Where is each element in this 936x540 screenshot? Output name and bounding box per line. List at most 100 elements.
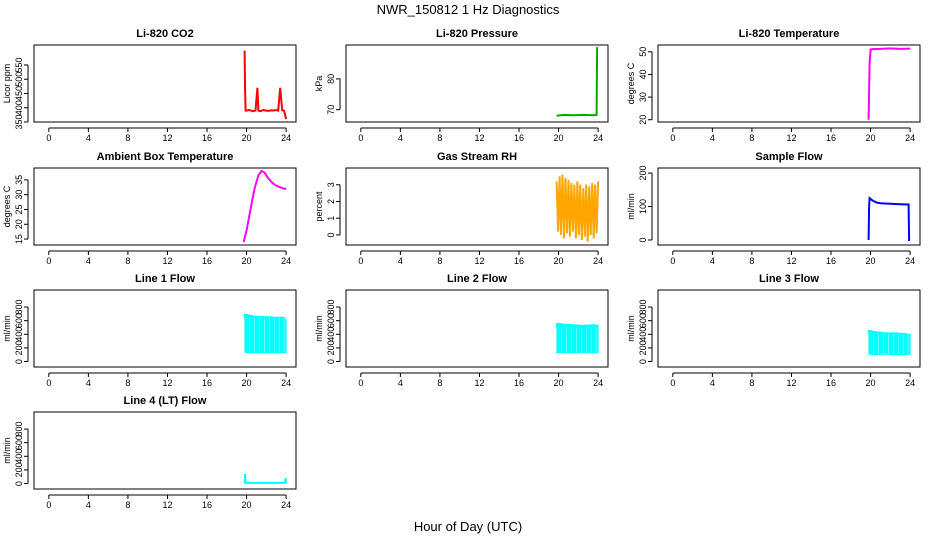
plot-frame: [33, 44, 297, 123]
y-axis-label: ml/min: [314, 315, 324, 342]
x-tick-label: 8: [749, 378, 754, 388]
x-tick-label: 12: [474, 378, 484, 388]
y-tick-label: 20: [638, 115, 648, 125]
panel-title: Gas Stream RH: [437, 151, 517, 163]
x-tick-label: 4: [398, 133, 403, 143]
panel-title: Li-820 CO2: [136, 28, 193, 40]
x-tick-label: 4: [86, 256, 91, 266]
y-tick-label: 450: [14, 86, 24, 101]
x-tick-label: 16: [826, 133, 836, 143]
x-tick-label: 16: [826, 378, 836, 388]
panel-title: Sample Flow: [755, 151, 823, 163]
y-tick-label: 3: [326, 182, 336, 187]
x-tick-label: 16: [202, 500, 212, 510]
y-tick-label: 200: [638, 340, 648, 355]
x-tick-label: 4: [398, 378, 403, 388]
x-tick-label: 12: [474, 256, 484, 266]
x-tick-label: 24: [905, 256, 915, 266]
x-tick-label: 12: [786, 378, 796, 388]
y-tick-label: 800: [14, 300, 24, 315]
y-tick-label: 400: [638, 327, 648, 342]
x-tick-label: 20: [242, 500, 252, 510]
y-tick-label: 80: [326, 74, 336, 84]
y-tick-label: 200: [326, 340, 336, 355]
x-tick-label: 24: [281, 500, 291, 510]
x-tick-label: 16: [202, 133, 212, 143]
x-tick-label: 20: [242, 133, 252, 143]
y-tick-label: 350: [14, 114, 24, 129]
x-tick-label: 8: [437, 378, 442, 388]
panel-title: Li-820 Temperature: [739, 28, 840, 40]
y-axis-label: degrees C: [626, 62, 636, 104]
plot-frame: [33, 167, 297, 246]
y-tick-label: 15: [14, 234, 24, 244]
flow-band: [556, 322, 599, 354]
x-tick-label: 16: [826, 256, 836, 266]
x-tick-label: 16: [202, 256, 212, 266]
x-tick-label: 24: [281, 256, 291, 266]
y-axis-label: ml/min: [626, 193, 636, 220]
x-tick-label: 20: [866, 133, 876, 143]
data-series-0: [555, 174, 600, 242]
panel-9: Line 4 (LT) Flow 0 4 8 12 16 20 24 0 200400600800…: [2, 395, 297, 510]
x-tick-label: 16: [514, 378, 524, 388]
x-tick-label: 12: [162, 500, 172, 510]
y-tick-label: 25: [14, 204, 24, 214]
plot-frame: [657, 167, 921, 246]
plot-frame: [345, 167, 609, 246]
y-axis-label: percent: [314, 191, 324, 222]
x-tick-label: 20: [242, 378, 252, 388]
y-tick-label: 30: [638, 92, 648, 102]
panel-title: Ambient Box Temperature: [97, 151, 234, 163]
y-tick-label: 70: [326, 105, 336, 115]
y-tick-label: 20: [14, 219, 24, 229]
y-tick-label: 600: [14, 435, 24, 450]
y-tick-label: 40: [638, 69, 648, 79]
y-axis-label: degrees C: [2, 185, 12, 227]
flow-band: [868, 329, 911, 356]
x-tick-label: 20: [866, 378, 876, 388]
x-tick-label: 12: [786, 133, 796, 143]
plot-frame: [345, 289, 609, 368]
x-tick-label: 8: [125, 500, 130, 510]
x-tick-label: 16: [202, 378, 212, 388]
x-tick-label: 4: [710, 256, 715, 266]
y-tick-label: 1: [326, 216, 336, 221]
x-tick-label: 4: [710, 378, 715, 388]
x-tick-label: 24: [593, 256, 603, 266]
y-tick-label: 50: [638, 47, 648, 57]
x-tick-label: 12: [162, 133, 172, 143]
x-tick-label: 8: [125, 378, 130, 388]
plot-frame: [33, 289, 297, 368]
y-tick-label: 600: [14, 313, 24, 328]
x-tick-label: 24: [593, 133, 603, 143]
panel-title: Line 3 Flow: [759, 273, 819, 285]
data-series-0: [867, 47, 911, 120]
x-tick-label: 16: [514, 256, 524, 266]
data-series-0: [242, 169, 287, 243]
panel-7: Line 2 Flow 0 4 8 12 16 20 24 0 200400600800ml/mi…: [314, 273, 609, 388]
x-tick-label: 12: [786, 256, 796, 266]
y-tick-label: 400: [14, 449, 24, 464]
panel-3: Ambient Box Temperature 0 4 8 12 16 20 24 15 20 25…: [2, 151, 297, 266]
y-tick-label: 0: [14, 359, 24, 364]
x-tick-label: 24: [905, 133, 915, 143]
x-tick-label: 8: [125, 133, 130, 143]
plot-frame: [657, 44, 921, 123]
x-tick-label: 8: [125, 256, 130, 266]
x-tick-label: 4: [398, 256, 403, 266]
y-tick-label: 400: [326, 327, 336, 342]
x-tick-label: 20: [554, 256, 564, 266]
y-tick-label: 0: [14, 481, 24, 486]
x-tick-label: 4: [86, 133, 91, 143]
x-tick-label: 0: [358, 256, 363, 266]
x-tick-label: 24: [281, 133, 291, 143]
panel-title: Li-820 Pressure: [436, 28, 518, 40]
y-tick-label: 800: [638, 300, 648, 315]
panel-title: Line 1 Flow: [135, 273, 195, 285]
y-tick-label: 0: [638, 359, 648, 364]
x-tick-label: 0: [46, 500, 51, 510]
y-tick-label: 2: [326, 199, 336, 204]
